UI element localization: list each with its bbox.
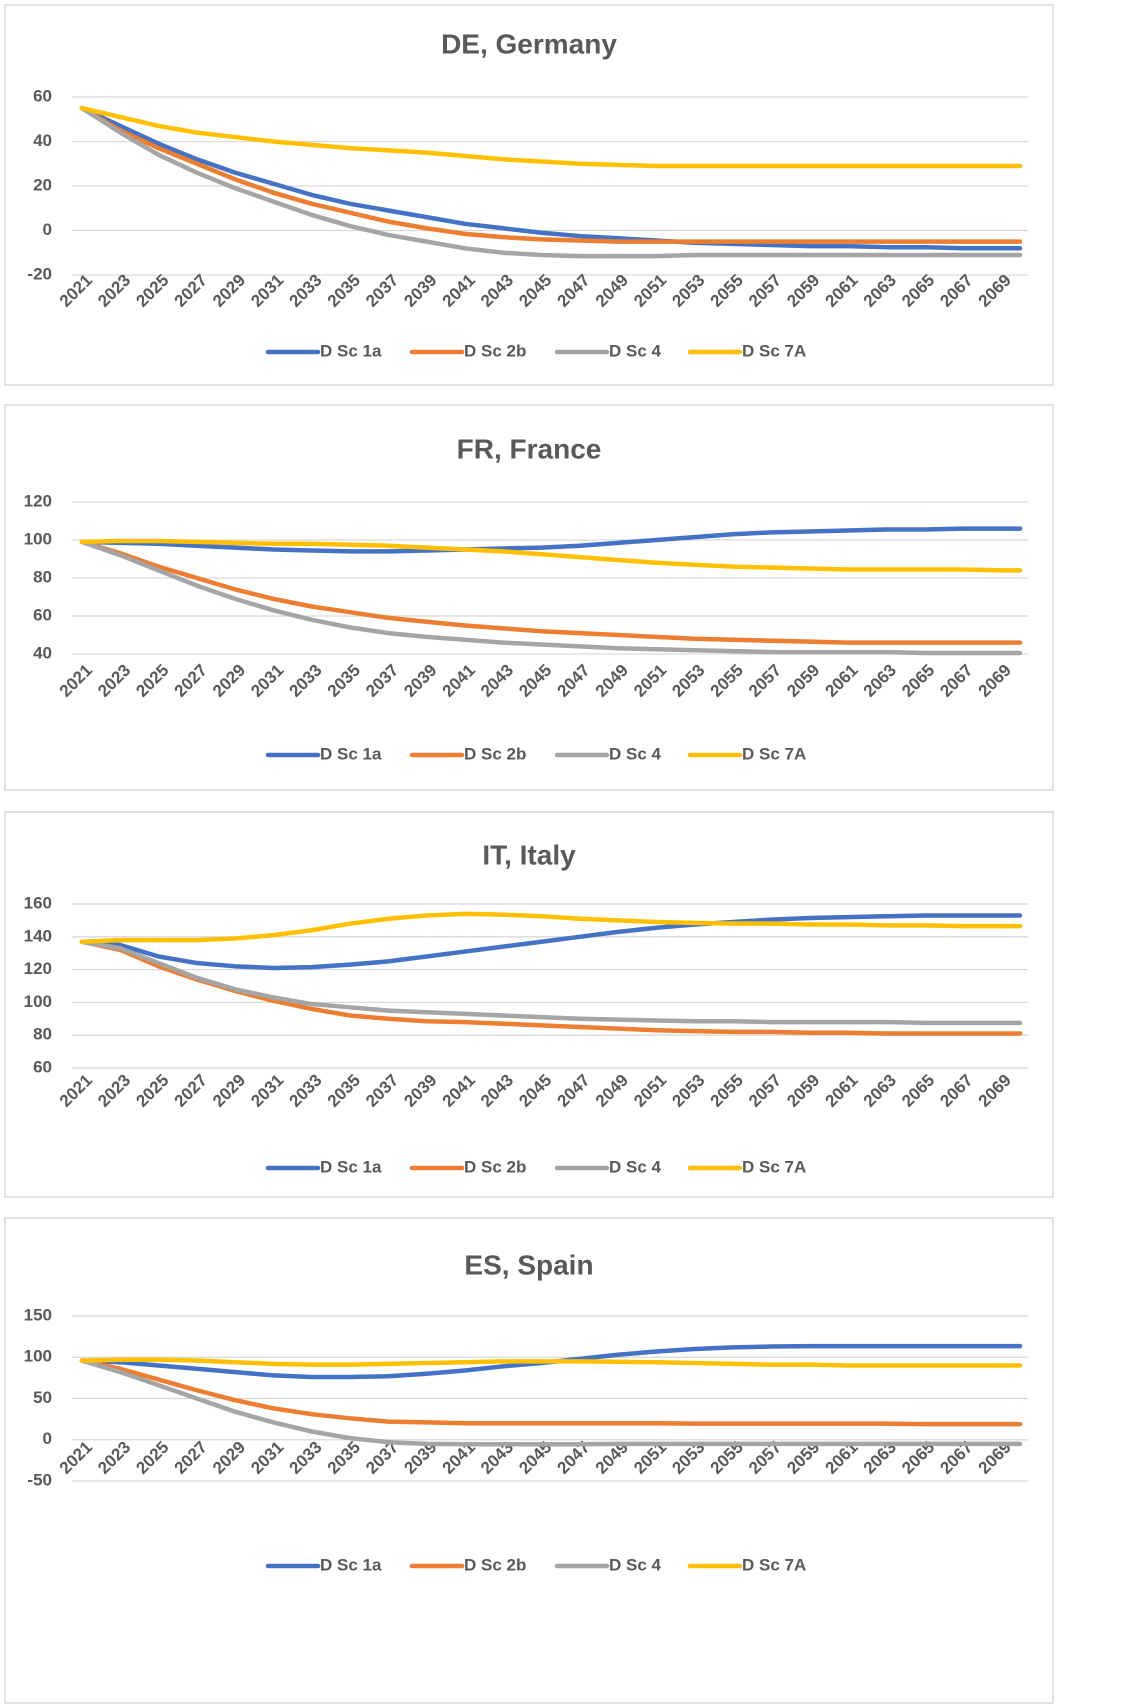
series-line: [79, 913, 1023, 971]
series-line: [79, 1358, 1023, 1427]
legend-label: D Sc 1a: [320, 341, 382, 360]
chart-frame: [4, 811, 1054, 1198]
y-tick-label: 160: [24, 893, 52, 912]
y-tick-label: 40: [33, 643, 52, 662]
legend-label: D Sc 4: [609, 1157, 662, 1176]
y-tick-label: 50: [33, 1388, 52, 1407]
y-tick-label: 0: [43, 1429, 52, 1448]
chart-title: IT, Italy: [482, 839, 576, 870]
legend-label: D Sc 1a: [320, 1555, 382, 1574]
y-tick-label: 120: [24, 491, 52, 510]
legend-label: D Sc 2b: [464, 341, 526, 360]
chart-title: FR, France: [457, 433, 602, 464]
series-line: [79, 105, 1023, 244]
legend-label: D Sc 4: [609, 341, 662, 360]
series-line: [79, 539, 1023, 645]
chart-frame: [4, 1217, 1054, 1704]
y-tick-label: 60: [33, 86, 52, 105]
legend-label: D Sc 4: [609, 1555, 662, 1574]
y-tick-label: 100: [24, 529, 52, 548]
y-tick-label: 20: [33, 175, 52, 194]
legend-label: D Sc 4: [609, 744, 662, 763]
y-tick-label: -50: [27, 1470, 52, 1489]
chart-title: ES, Spain: [464, 1249, 593, 1280]
legend-label: D Sc 7A: [742, 1555, 806, 1574]
y-tick-label: 140: [24, 926, 52, 945]
y-tick-label: 40: [33, 131, 52, 150]
series-line: [79, 538, 1023, 573]
series-line: [79, 526, 1023, 554]
chart-title: DE, Germany: [441, 28, 617, 59]
legend-label: D Sc 2b: [464, 1555, 526, 1574]
legend-label: D Sc 7A: [742, 1157, 806, 1176]
chart-frame: [4, 404, 1054, 791]
y-tick-label: 60: [33, 605, 52, 624]
series-line: [79, 939, 1023, 1026]
series-line: [79, 1357, 1023, 1368]
y-tick-label: 120: [24, 959, 52, 978]
y-tick-label: 80: [33, 567, 52, 586]
y-tick-label: -20: [27, 264, 52, 283]
y-tick-label: 0: [43, 220, 52, 239]
legend-label: D Sc 7A: [742, 341, 806, 360]
series-line: [79, 105, 1023, 259]
legend-label: D Sc 1a: [320, 744, 382, 763]
series-line: [79, 105, 1023, 169]
legend-label: D Sc 1a: [320, 1157, 382, 1176]
y-tick-label: 100: [24, 992, 52, 1011]
series-line: [79, 105, 1023, 251]
series-line: [79, 539, 1023, 656]
y-tick-label: 60: [33, 1057, 52, 1076]
series-line: [79, 911, 1023, 944]
y-tick-label: 100: [24, 1347, 52, 1366]
chart-frame: [4, 4, 1054, 386]
y-tick-label: 150: [24, 1305, 52, 1324]
legend-label: D Sc 7A: [742, 744, 806, 763]
y-tick-label: 80: [33, 1025, 52, 1044]
series-line: [79, 1358, 1023, 1447]
legend-label: D Sc 2b: [464, 1157, 526, 1176]
legend-label: D Sc 2b: [464, 744, 526, 763]
